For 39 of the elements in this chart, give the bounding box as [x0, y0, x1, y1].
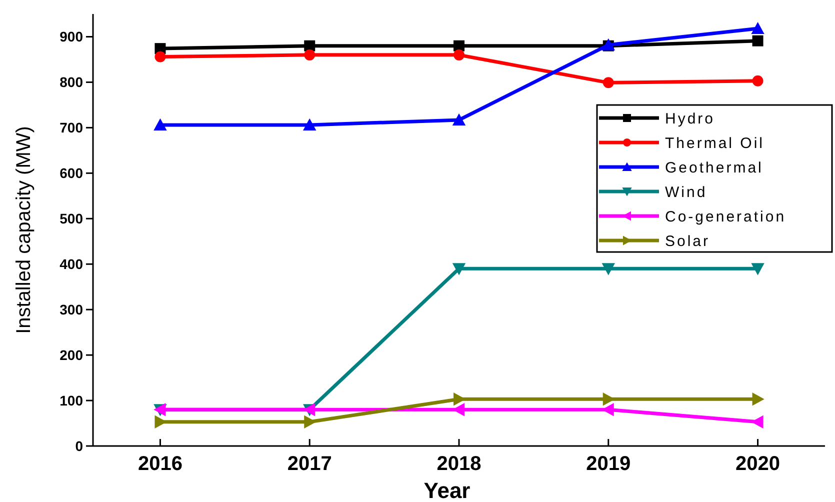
- legend-label: Co-generation: [665, 208, 786, 226]
- point: [751, 415, 764, 428]
- point: [602, 263, 615, 276]
- point: [751, 263, 764, 276]
- x-axis-title: Year: [424, 478, 471, 502]
- legend-label: Wind: [665, 184, 708, 201]
- point: [452, 263, 466, 276]
- y-tick-label: 800: [60, 74, 84, 90]
- point: [304, 415, 316, 428]
- y-tick-label: 600: [60, 165, 84, 182]
- x-tick-label: 2016: [138, 453, 182, 475]
- point: [154, 118, 167, 130]
- y-tick-label: 300: [60, 301, 84, 318]
- point: [154, 51, 166, 62]
- x-tick-label: 2017: [287, 453, 332, 475]
- y-tick-label: 500: [60, 210, 84, 227]
- point: [752, 392, 764, 406]
- x-tick-label: 2018: [436, 453, 482, 475]
- y-tick-label: 700: [60, 120, 84, 136]
- point: [304, 49, 316, 60]
- y-tick-label: 900: [60, 28, 84, 45]
- y-tick-label: 0: [75, 438, 84, 454]
- y-tick-label: 200: [60, 346, 84, 363]
- point: [303, 118, 316, 130]
- y-axis-title: Installed capacity (MW): [13, 126, 35, 334]
- point: [752, 75, 764, 86]
- point: [752, 35, 764, 46]
- legend-label: Thermal Oil: [665, 134, 765, 152]
- x-tick-label: 2019: [586, 453, 631, 475]
- point: [454, 49, 464, 60]
- point: [452, 113, 466, 126]
- legend-label: Geothermal: [665, 159, 764, 176]
- y-tick-label: 400: [60, 256, 84, 272]
- y-tick-label: 100: [60, 392, 84, 408]
- x-tick-label: 2020: [736, 453, 780, 475]
- point: [751, 22, 764, 34]
- legend-label: Hydro: [665, 110, 716, 128]
- point: [602, 77, 614, 88]
- legend-label: Solar: [665, 232, 710, 250]
